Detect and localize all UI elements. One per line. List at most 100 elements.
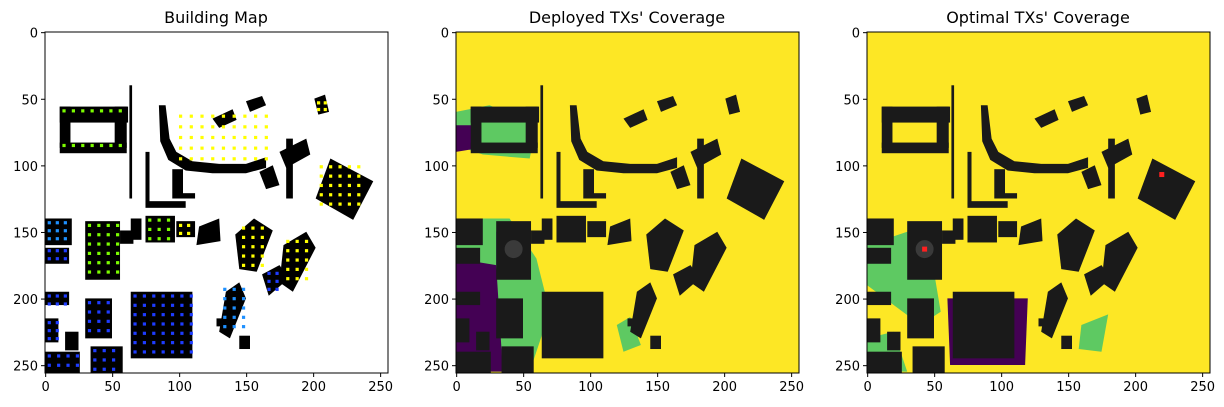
receiver-dot bbox=[357, 183, 361, 188]
receiver-dot bbox=[304, 277, 309, 281]
receiver-dot bbox=[93, 367, 97, 371]
receiver-dot bbox=[232, 306, 236, 310]
receiver-dot bbox=[170, 350, 175, 354]
tx-marker bbox=[1159, 172, 1165, 178]
panel-deployed-coverage: Deployed TXs' Coverage 0 50 100 150 200 250 0 5… bbox=[424, 8, 804, 395]
receiver-dot bbox=[200, 114, 204, 118]
receiver-dot bbox=[111, 358, 116, 362]
receiver-dot bbox=[55, 221, 59, 225]
axis-ticks: 0 50 100 150 200 250 0 50 100 150 200 250 bbox=[13, 27, 393, 395]
deployed-coverage-image bbox=[456, 32, 799, 373]
receiver-dot bbox=[142, 331, 147, 335]
receiver-dot bbox=[251, 245, 255, 249]
receiver-dot bbox=[97, 329, 101, 333]
building-block bbox=[45, 318, 59, 343]
receiver-dot bbox=[148, 237, 152, 241]
receiver-dot bbox=[232, 157, 236, 161]
axes-frame bbox=[455, 31, 800, 374]
receiver-dot bbox=[75, 354, 80, 358]
building-block bbox=[867, 291, 892, 306]
receiver-dot bbox=[63, 249, 67, 253]
building-map-image bbox=[45, 32, 388, 373]
receiver-dot bbox=[133, 294, 137, 298]
receiver-dot bbox=[152, 331, 156, 335]
building-block bbox=[726, 158, 785, 220]
receiver-dot bbox=[275, 287, 279, 291]
receiver-dot bbox=[241, 325, 246, 329]
receiver-dot bbox=[286, 258, 290, 262]
y-tick-label: 150 bbox=[424, 226, 449, 241]
building-block bbox=[725, 94, 741, 115]
building-block bbox=[952, 218, 964, 240]
receiver-dot bbox=[304, 249, 309, 253]
receiver-dot bbox=[200, 125, 204, 129]
receiver-dot bbox=[102, 358, 106, 362]
building-block bbox=[594, 193, 607, 199]
receiver-dot bbox=[286, 249, 290, 253]
receiver-dot bbox=[254, 157, 258, 161]
curved-building bbox=[569, 105, 678, 174]
receiver-dot bbox=[189, 313, 193, 317]
x-tick-label: 250 bbox=[779, 380, 804, 395]
receiver-dot bbox=[187, 223, 191, 228]
receiver-dot bbox=[347, 193, 352, 197]
receiver-dot bbox=[329, 165, 333, 169]
receiver-dot bbox=[260, 235, 264, 240]
receiver-dot bbox=[347, 183, 352, 188]
receiver-dot bbox=[161, 322, 165, 326]
receiver-dot bbox=[211, 157, 215, 161]
receiver-dot bbox=[109, 109, 113, 113]
receiver-dot bbox=[232, 287, 236, 291]
receiver-dot bbox=[223, 287, 227, 291]
receiver-dot bbox=[106, 310, 110, 314]
receiver-dot bbox=[251, 235, 255, 240]
building-block bbox=[556, 215, 586, 243]
panel-title: Optimal TXs' Coverage bbox=[946, 8, 1130, 27]
receiver-dot bbox=[99, 109, 104, 113]
receiver-dot bbox=[254, 146, 258, 150]
panel-optimal-coverage: Optimal TXs' Coverage 0 50 100 150 200 250 0 50… bbox=[835, 8, 1215, 395]
receiver-dot bbox=[118, 109, 122, 113]
receiver-dot bbox=[57, 354, 61, 358]
building-block bbox=[952, 291, 1015, 359]
y-tick-label: 200 bbox=[424, 293, 449, 308]
x-tick-label: 50 bbox=[926, 380, 943, 395]
receiver-dot bbox=[221, 114, 226, 118]
receiver-dot bbox=[187, 231, 191, 236]
receiver-dot bbox=[87, 310, 92, 314]
receiver-dot bbox=[55, 329, 59, 333]
receiver-dot bbox=[170, 303, 175, 307]
receiver-dot bbox=[221, 135, 226, 140]
receiver-dot bbox=[357, 202, 361, 206]
receiver-dot bbox=[264, 146, 268, 150]
receiver-dot bbox=[161, 331, 165, 335]
receiver-dot bbox=[338, 193, 342, 197]
building-block bbox=[1005, 193, 1018, 199]
curved-building bbox=[980, 105, 1089, 174]
receiver-dot bbox=[99, 143, 104, 148]
receiver-dot bbox=[295, 239, 299, 243]
receiver-dot bbox=[97, 319, 101, 323]
receiver-dot bbox=[66, 354, 70, 358]
receiver-dot bbox=[63, 294, 67, 298]
building-block bbox=[456, 218, 483, 246]
receiver-dot bbox=[189, 322, 193, 326]
receiver-dot bbox=[116, 233, 120, 237]
y-tick-label: 200 bbox=[835, 293, 860, 308]
receiver-dot bbox=[178, 146, 183, 150]
receiver-dot bbox=[90, 143, 94, 148]
receiver-dot bbox=[260, 263, 264, 267]
building-block bbox=[196, 218, 221, 246]
receiver-dot bbox=[55, 302, 59, 306]
building-block bbox=[120, 230, 134, 244]
receiver-dot bbox=[47, 363, 51, 367]
building-block bbox=[456, 291, 481, 306]
receiver-dot bbox=[161, 294, 165, 298]
building-block bbox=[881, 106, 951, 123]
receiver-dot bbox=[106, 251, 110, 255]
receiver-dot bbox=[133, 322, 137, 326]
receiver-dot bbox=[264, 114, 268, 118]
y-tick-label: 250 bbox=[13, 360, 38, 375]
receiver-dot bbox=[170, 341, 175, 345]
x-tick-label: 200 bbox=[301, 380, 326, 395]
